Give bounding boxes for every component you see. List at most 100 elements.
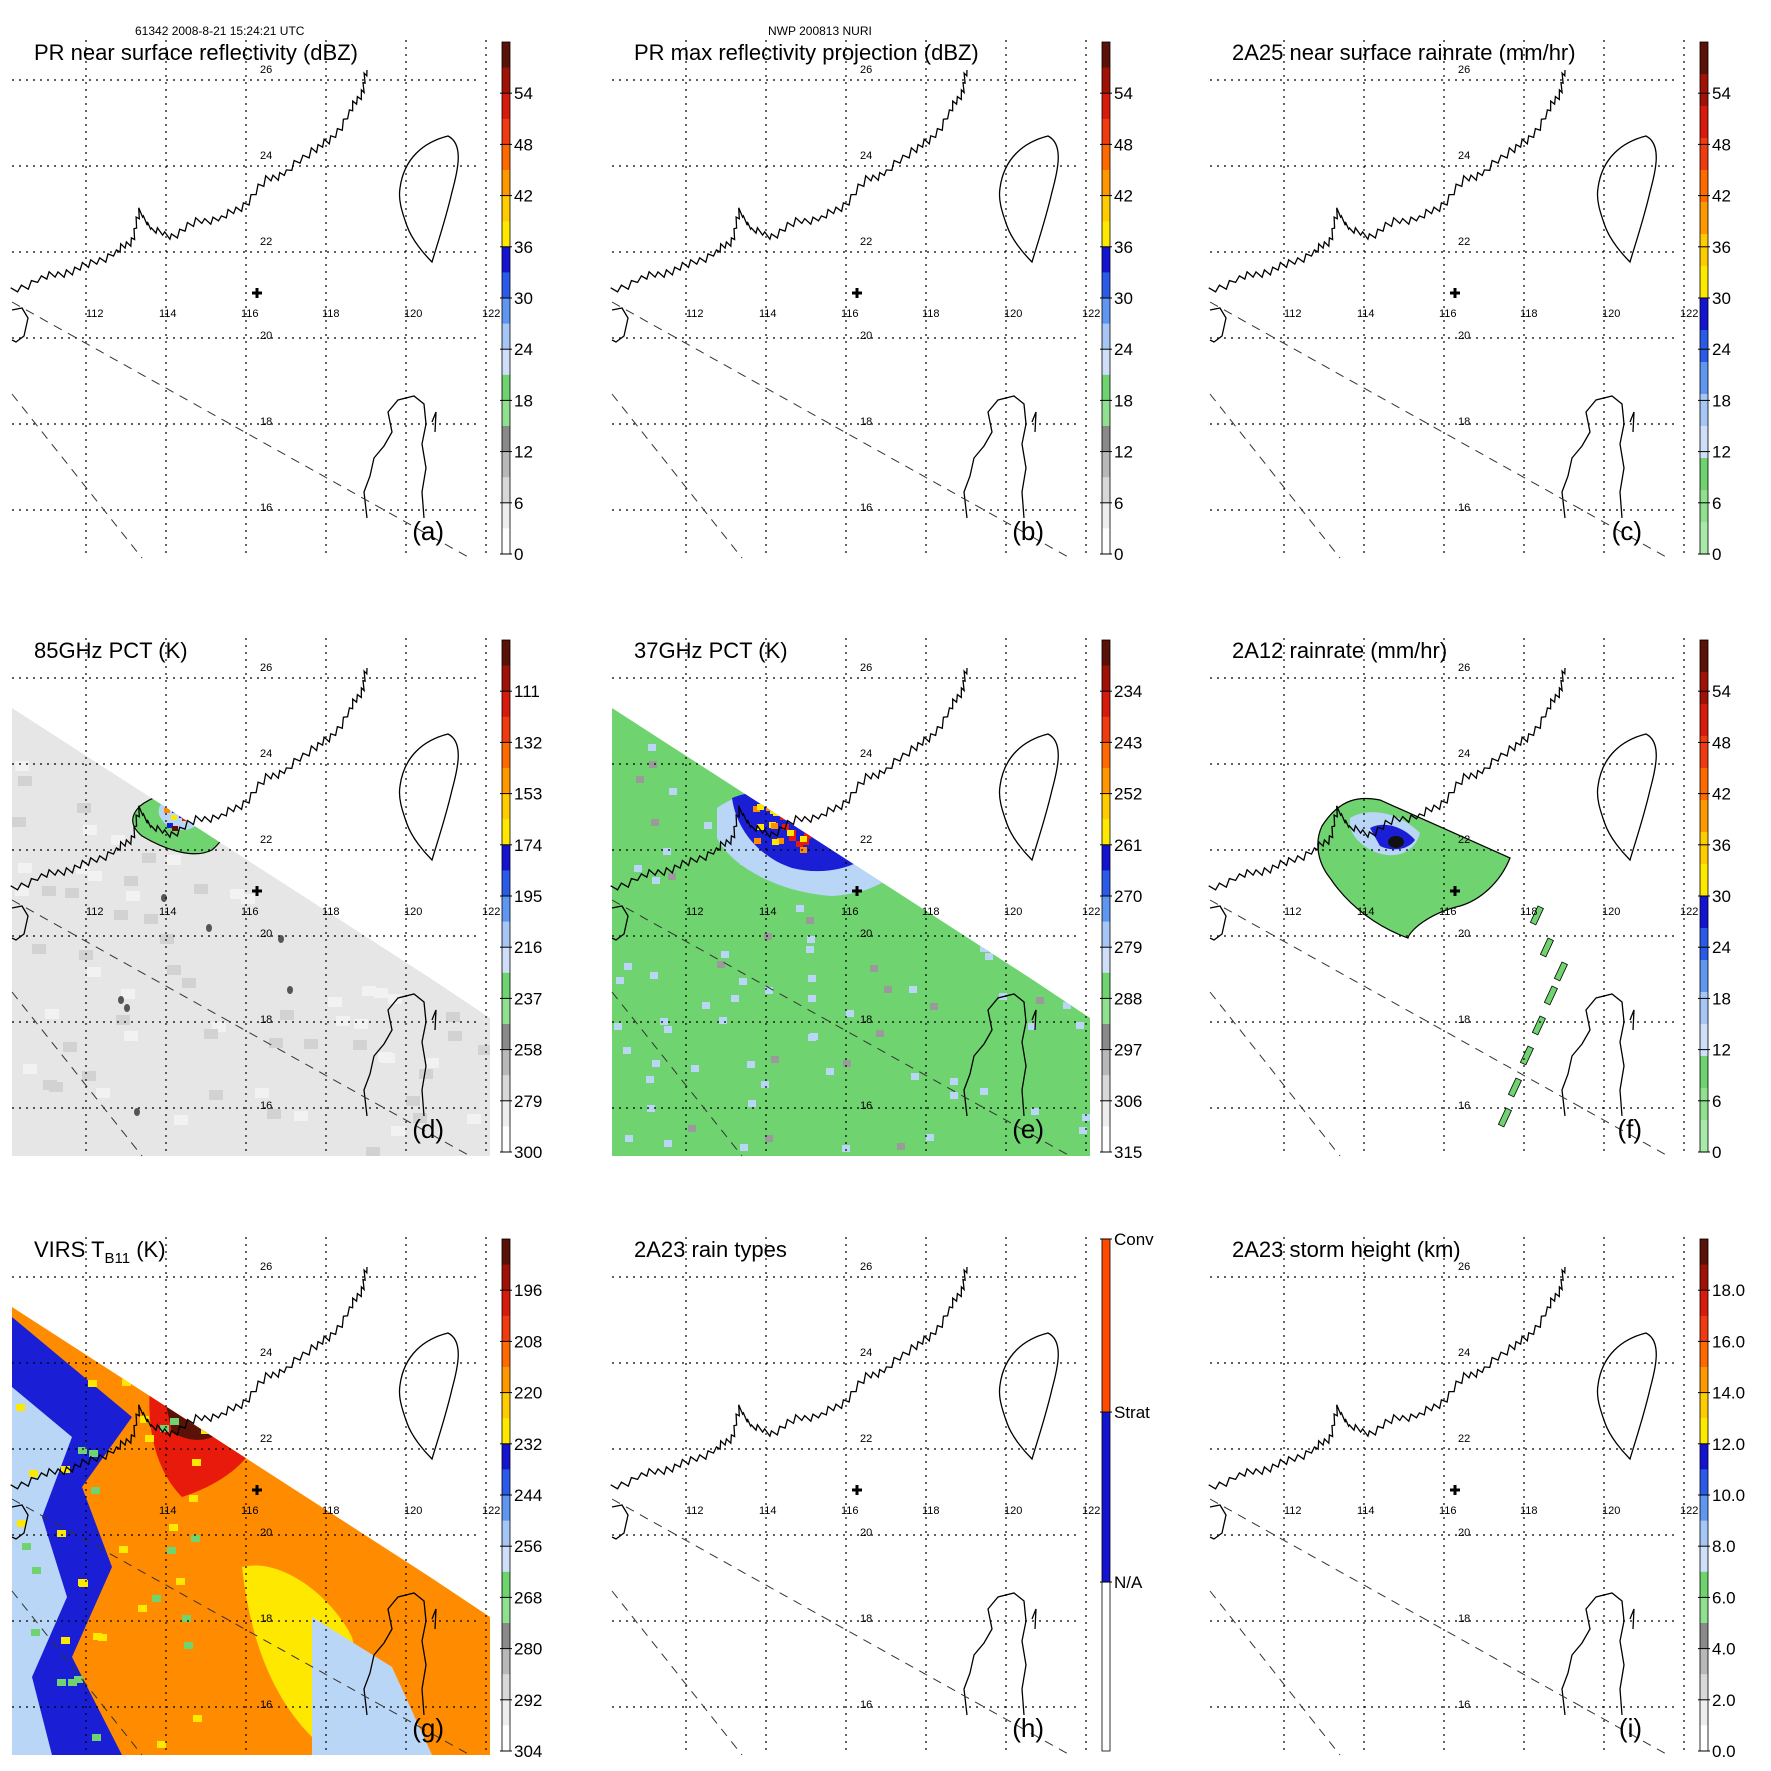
- lat-label: 18: [260, 1014, 272, 1026]
- pct37-cell: [1036, 997, 1044, 1004]
- pct37-cell: [806, 917, 814, 924]
- pct37-cell: [739, 978, 747, 985]
- pct85-background: [12, 708, 490, 1156]
- colorbar-tick-label: 4.0: [1712, 1640, 1736, 1659]
- colorbar-tick-label: 48: [1712, 135, 1731, 154]
- panel-label: (i): [1619, 1713, 1642, 1743]
- colorbar-segment: [1700, 458, 1708, 491]
- pct85-cell: [391, 1126, 405, 1136]
- colorbar-segment: [502, 477, 510, 504]
- panel-title: 2A25 near surface rainrate (mm/hr): [1232, 40, 1576, 65]
- lon-label: 122: [1680, 308, 1698, 320]
- colorbar-segment: [502, 426, 510, 453]
- colorbar-segment: [502, 400, 510, 427]
- colorbar-segment: [1102, 768, 1110, 795]
- colorbar-segment: [1700, 1239, 1708, 1266]
- pct85-cell: [65, 888, 79, 898]
- pct85-cell: [417, 828, 431, 838]
- pct85-cell: [306, 783, 320, 793]
- colorbar-segment: [502, 998, 510, 1025]
- lon-label: 112: [686, 308, 704, 320]
- pct85-cell: [212, 1022, 226, 1032]
- panel-d: 26 24 22 20 18 16 112 114 116 118 120 122 85GHz PCT …: [10, 638, 542, 1162]
- coastline-luzon: [1561, 993, 1625, 1117]
- pct37-core-cell: [773, 810, 780, 816]
- lon-label: 118: [1520, 308, 1538, 320]
- lat-label: 18: [1458, 1014, 1470, 1026]
- pct37-cell: [1052, 955, 1060, 962]
- coastline-hainan: [611, 1504, 629, 1540]
- pct37-cell: [717, 961, 725, 968]
- panel-title: 2A23 storm height (km): [1232, 1237, 1461, 1262]
- virs-cell: [119, 1546, 128, 1553]
- lon-label: 116: [1439, 1505, 1457, 1517]
- panel-label: (d): [412, 1114, 444, 1144]
- colorbar-tick-label: 30: [1114, 289, 1133, 308]
- swath-edge-lower: [611, 393, 743, 559]
- pct37-background: [612, 708, 1090, 1156]
- lat-label: 20: [860, 1527, 872, 1539]
- pct85-dot: [134, 1108, 140, 1116]
- pct85-cell: [167, 855, 181, 865]
- pct37-cell: [702, 1002, 710, 1009]
- colorbar-segment: [1700, 266, 1708, 299]
- lat-label: 26: [860, 64, 872, 76]
- pct37-cell: [652, 1060, 660, 1067]
- pct85-cell: [23, 1064, 37, 1074]
- pct85-cell: [88, 871, 102, 881]
- rain12-rainband-6: [1507, 1077, 1522, 1098]
- pct37-core-cell: [800, 847, 807, 853]
- colorbar-tick-label: 48: [1712, 733, 1731, 752]
- coastline-china: [1208, 1266, 1566, 1490]
- colorbar-segment: [1700, 1367, 1708, 1394]
- colorbar-segment: [502, 1126, 510, 1153]
- lon-label: 122: [482, 906, 500, 918]
- colorbar-tick-label: 6: [514, 494, 523, 513]
- panel-label: (c): [1612, 516, 1642, 546]
- colorbar-tick-label: N/A: [1114, 1573, 1143, 1592]
- pct37-core-cell: [796, 841, 803, 847]
- colorbar-tick-label: 292: [514, 1691, 542, 1710]
- colorbar-segment: [502, 42, 510, 69]
- pct85-core-cell: [194, 805, 200, 810]
- colorbar-segment: [1700, 1024, 1708, 1057]
- colorbar-tick-label: 36: [514, 238, 533, 257]
- pct85-cell: [294, 1111, 308, 1121]
- colorbar-segment: [502, 144, 510, 171]
- pct85-cell: [63, 1042, 77, 1052]
- coastline-china: [610, 69, 968, 293]
- colorbar-tick-label: 0.0: [1712, 1742, 1736, 1761]
- coastline-luzon: [1561, 395, 1625, 519]
- colorbar-segment: [1102, 1024, 1110, 1051]
- coastline-luzon-islet: [431, 1009, 437, 1031]
- colorbar-segment: [1102, 477, 1110, 504]
- colorbar-segment: [1700, 330, 1708, 363]
- colorbar-tick-label: 18: [1712, 989, 1731, 1008]
- pct37-cell: [664, 1140, 672, 1147]
- pct37-cell: [877, 802, 885, 809]
- colorbar-segment: [1102, 665, 1110, 692]
- colorbar-tick-label: 6: [1712, 1092, 1721, 1111]
- pct37-cell: [826, 1068, 834, 1075]
- colorbar-tick-label: 42: [1712, 187, 1731, 206]
- lat-label: 16: [260, 502, 272, 514]
- pct85-core-cell: [164, 808, 170, 813]
- pct85-core-cell: [193, 804, 199, 809]
- pct37-core-cell: [789, 835, 796, 841]
- lon-label: 114: [159, 906, 177, 918]
- pct37-cell: [842, 1145, 850, 1152]
- lat-label: 22: [860, 236, 872, 248]
- colorbar-tick-label: 153: [514, 785, 542, 804]
- colorbar-segment: [502, 1024, 510, 1051]
- pct85-cell: [406, 1096, 420, 1106]
- colorbar-segment: [502, 1546, 510, 1573]
- lat-label: 16: [1458, 1699, 1470, 1711]
- pct37-cell: [1041, 875, 1049, 882]
- pct85-cell: [43, 1080, 57, 1090]
- lon-label: 116: [241, 906, 259, 918]
- colorbar-segment: [1102, 870, 1110, 897]
- lon-label: 116: [241, 308, 259, 320]
- lat-label: 16: [260, 1100, 272, 1112]
- lat-label: 24: [260, 150, 272, 162]
- swath-edge-upper: [611, 1498, 1071, 1756]
